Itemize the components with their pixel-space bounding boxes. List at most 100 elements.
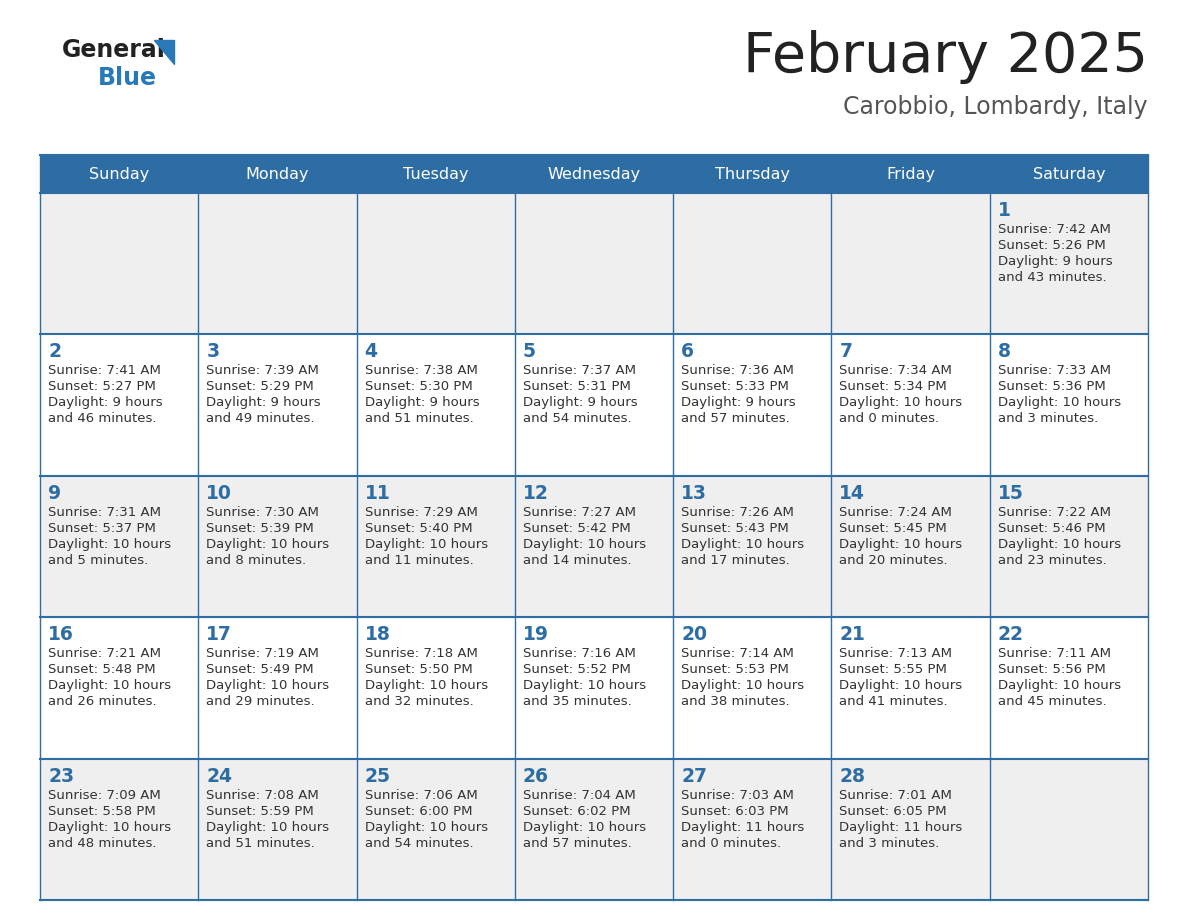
Text: Daylight: 10 hours: Daylight: 10 hours (48, 679, 171, 692)
Text: Sunset: 5:50 PM: Sunset: 5:50 PM (365, 663, 473, 677)
Text: and 57 minutes.: and 57 minutes. (681, 412, 790, 425)
Text: 13: 13 (681, 484, 707, 503)
Text: Carobbio, Lombardy, Italy: Carobbio, Lombardy, Italy (843, 95, 1148, 119)
Text: Thursday: Thursday (715, 166, 790, 182)
Text: Daylight: 10 hours: Daylight: 10 hours (207, 538, 329, 551)
Text: Sunrise: 7:06 AM: Sunrise: 7:06 AM (365, 789, 478, 801)
Text: and 20 minutes.: and 20 minutes. (840, 554, 948, 566)
Text: Blue: Blue (97, 66, 157, 90)
Text: and 54 minutes.: and 54 minutes. (365, 836, 473, 849)
Polygon shape (154, 40, 173, 64)
Text: Sunset: 5:34 PM: Sunset: 5:34 PM (840, 380, 947, 394)
Text: Sunrise: 7:22 AM: Sunrise: 7:22 AM (998, 506, 1111, 519)
Text: 26: 26 (523, 767, 549, 786)
Text: Daylight: 10 hours: Daylight: 10 hours (365, 679, 488, 692)
Text: Sunset: 5:31 PM: Sunset: 5:31 PM (523, 380, 631, 394)
Text: Sunset: 5:39 PM: Sunset: 5:39 PM (207, 521, 314, 535)
Text: and 32 minutes.: and 32 minutes. (365, 695, 473, 708)
Text: Daylight: 9 hours: Daylight: 9 hours (48, 397, 163, 409)
Text: Sunset: 5:42 PM: Sunset: 5:42 PM (523, 521, 631, 535)
Text: Sunrise: 7:34 AM: Sunrise: 7:34 AM (840, 364, 953, 377)
Text: Sunset: 5:53 PM: Sunset: 5:53 PM (681, 663, 789, 677)
Text: Sunrise: 7:41 AM: Sunrise: 7:41 AM (48, 364, 160, 377)
Text: and 26 minutes.: and 26 minutes. (48, 695, 157, 708)
Text: Sunset: 5:29 PM: Sunset: 5:29 PM (207, 380, 314, 394)
Text: 20: 20 (681, 625, 707, 644)
Text: Sunrise: 7:21 AM: Sunrise: 7:21 AM (48, 647, 162, 660)
Text: Sunset: 5:55 PM: Sunset: 5:55 PM (840, 663, 947, 677)
Text: Sunset: 6:02 PM: Sunset: 6:02 PM (523, 804, 631, 818)
Text: Sunset: 5:36 PM: Sunset: 5:36 PM (998, 380, 1106, 394)
Text: Sunrise: 7:26 AM: Sunrise: 7:26 AM (681, 506, 794, 519)
Text: and 46 minutes.: and 46 minutes. (48, 412, 157, 425)
Text: Sunrise: 7:13 AM: Sunrise: 7:13 AM (840, 647, 953, 660)
Text: Sunset: 5:59 PM: Sunset: 5:59 PM (207, 804, 314, 818)
Text: Sunrise: 7:36 AM: Sunrise: 7:36 AM (681, 364, 794, 377)
Text: Sunset: 5:52 PM: Sunset: 5:52 PM (523, 663, 631, 677)
Text: and 35 minutes.: and 35 minutes. (523, 695, 632, 708)
Text: Daylight: 11 hours: Daylight: 11 hours (681, 821, 804, 834)
Text: and 11 minutes.: and 11 minutes. (365, 554, 473, 566)
Text: Sunrise: 7:19 AM: Sunrise: 7:19 AM (207, 647, 320, 660)
Text: 2: 2 (48, 342, 61, 362)
Text: and 54 minutes.: and 54 minutes. (523, 412, 632, 425)
Text: Daylight: 10 hours: Daylight: 10 hours (998, 397, 1120, 409)
Text: Saturday: Saturday (1032, 166, 1105, 182)
Text: 10: 10 (207, 484, 232, 503)
Text: Daylight: 10 hours: Daylight: 10 hours (840, 397, 962, 409)
Text: Sunrise: 7:18 AM: Sunrise: 7:18 AM (365, 647, 478, 660)
Text: 21: 21 (840, 625, 865, 644)
Text: Sunrise: 7:37 AM: Sunrise: 7:37 AM (523, 364, 636, 377)
Bar (40, 758, 1148, 900)
Text: and 48 minutes.: and 48 minutes. (48, 836, 157, 849)
Text: 19: 19 (523, 625, 549, 644)
Text: and 29 minutes.: and 29 minutes. (207, 695, 315, 708)
Text: Sunrise: 7:24 AM: Sunrise: 7:24 AM (840, 506, 953, 519)
Text: and 14 minutes.: and 14 minutes. (523, 554, 632, 566)
Text: Sunrise: 7:09 AM: Sunrise: 7:09 AM (48, 789, 160, 801)
Text: General: General (62, 38, 166, 62)
Text: and 57 minutes.: and 57 minutes. (523, 836, 632, 849)
Text: 14: 14 (840, 484, 865, 503)
Text: 17: 17 (207, 625, 232, 644)
Text: Daylight: 10 hours: Daylight: 10 hours (681, 538, 804, 551)
Text: Daylight: 10 hours: Daylight: 10 hours (998, 679, 1120, 692)
Text: Daylight: 9 hours: Daylight: 9 hours (365, 397, 479, 409)
Text: 24: 24 (207, 767, 233, 786)
Bar (40, 155, 1148, 193)
Bar (40, 476, 1148, 617)
Text: Sunrise: 7:03 AM: Sunrise: 7:03 AM (681, 789, 794, 801)
Text: Sunrise: 7:04 AM: Sunrise: 7:04 AM (523, 789, 636, 801)
Text: Daylight: 10 hours: Daylight: 10 hours (840, 679, 962, 692)
Text: Daylight: 10 hours: Daylight: 10 hours (365, 821, 488, 834)
Text: Sunset: 5:45 PM: Sunset: 5:45 PM (840, 521, 947, 535)
Text: Sunset: 5:43 PM: Sunset: 5:43 PM (681, 521, 789, 535)
Text: Sunset: 5:33 PM: Sunset: 5:33 PM (681, 380, 789, 394)
Text: Sunset: 6:05 PM: Sunset: 6:05 PM (840, 804, 947, 818)
Text: 4: 4 (365, 342, 378, 362)
Text: Sunrise: 7:01 AM: Sunrise: 7:01 AM (840, 789, 953, 801)
Text: Daylight: 9 hours: Daylight: 9 hours (998, 255, 1112, 268)
Text: and 0 minutes.: and 0 minutes. (840, 412, 940, 425)
Text: 12: 12 (523, 484, 549, 503)
Text: Sunset: 5:26 PM: Sunset: 5:26 PM (998, 239, 1106, 252)
Text: Sunrise: 7:42 AM: Sunrise: 7:42 AM (998, 223, 1111, 236)
Text: Sunrise: 7:16 AM: Sunrise: 7:16 AM (523, 647, 636, 660)
Text: Daylight: 11 hours: Daylight: 11 hours (840, 821, 962, 834)
Text: Sunrise: 7:11 AM: Sunrise: 7:11 AM (998, 647, 1111, 660)
Text: and 51 minutes.: and 51 minutes. (365, 412, 473, 425)
Text: Friday: Friday (886, 166, 935, 182)
Text: Daylight: 10 hours: Daylight: 10 hours (998, 538, 1120, 551)
Text: 5: 5 (523, 342, 536, 362)
Text: Sunrise: 7:14 AM: Sunrise: 7:14 AM (681, 647, 794, 660)
Bar (40, 334, 1148, 476)
Text: Daylight: 9 hours: Daylight: 9 hours (523, 397, 638, 409)
Text: Sunrise: 7:31 AM: Sunrise: 7:31 AM (48, 506, 162, 519)
Text: 25: 25 (365, 767, 391, 786)
Text: Sunset: 5:46 PM: Sunset: 5:46 PM (998, 521, 1105, 535)
Text: Sunset: 6:03 PM: Sunset: 6:03 PM (681, 804, 789, 818)
Text: and 43 minutes.: and 43 minutes. (998, 271, 1106, 284)
Text: Tuesday: Tuesday (403, 166, 468, 182)
Text: and 49 minutes.: and 49 minutes. (207, 412, 315, 425)
Text: Daylight: 9 hours: Daylight: 9 hours (207, 397, 321, 409)
